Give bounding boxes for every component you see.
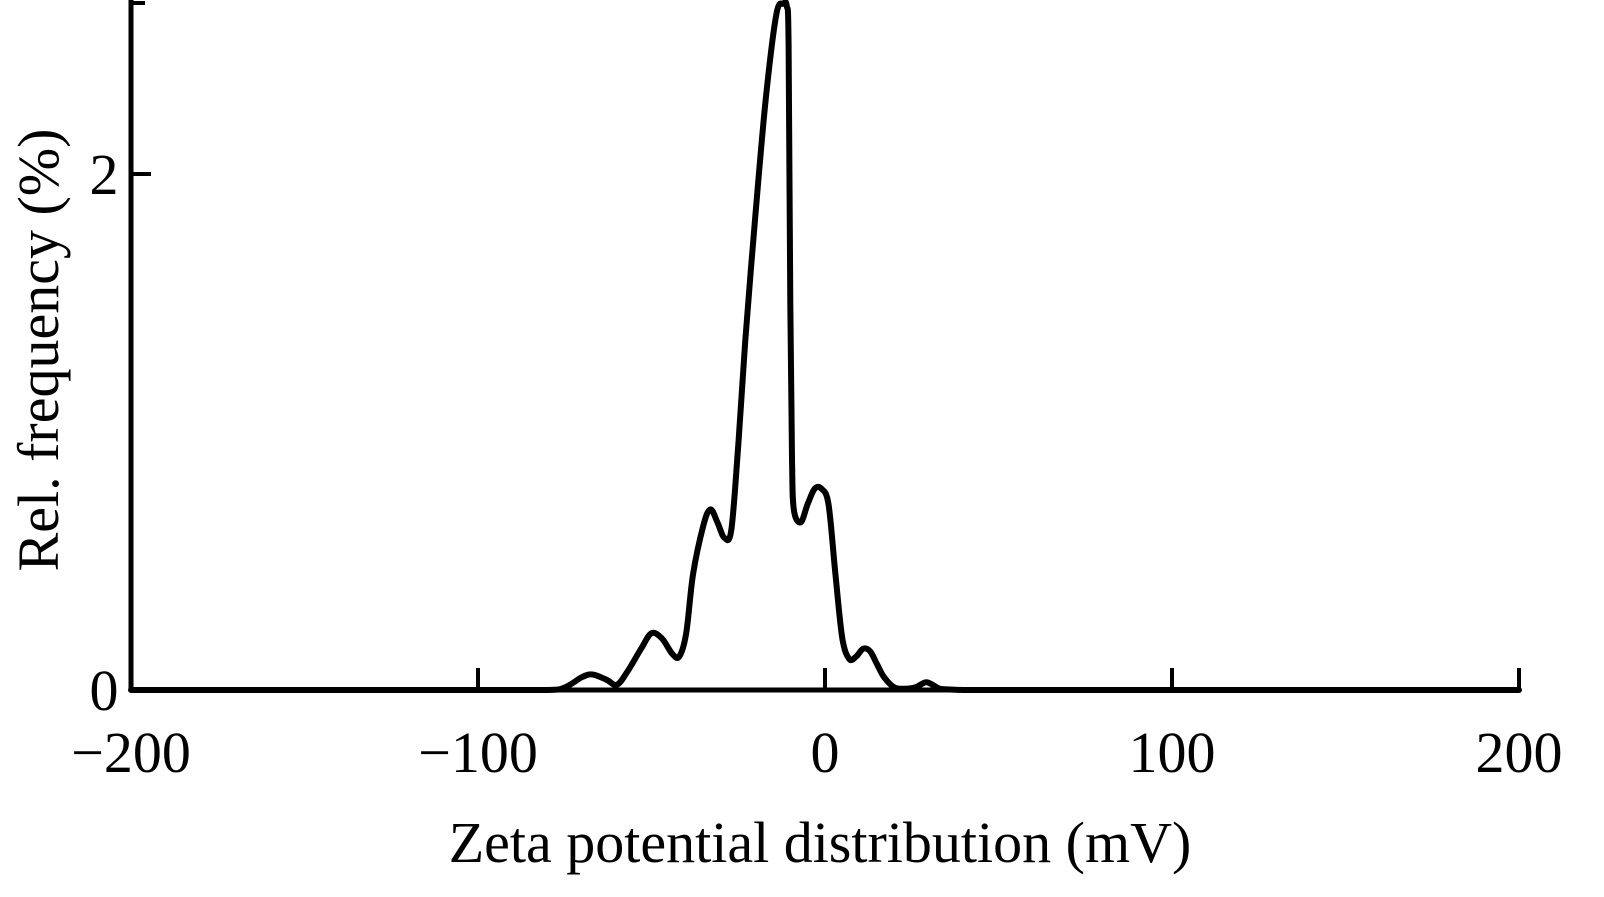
- axes: [128, 0, 1519, 693]
- y-tick-label: 2: [90, 142, 119, 207]
- y-tick-label: 0: [90, 658, 119, 723]
- y-axis-title: Rel. frequency (%): [6, 129, 71, 572]
- x-tick-label: 200: [1476, 720, 1563, 785]
- x-tick-label: −200: [71, 720, 191, 785]
- x-tick-label: 100: [1129, 720, 1216, 785]
- tick-group: −200 −100 0 100 200 0 2: [71, 142, 1562, 785]
- x-axis-title: Zeta potential distribution (mV): [449, 810, 1192, 875]
- x-tick-label: −100: [418, 720, 538, 785]
- distribution-curve: [128, 0, 1522, 694]
- x-tick-label: 0: [811, 720, 840, 785]
- series-group: [128, 0, 1522, 694]
